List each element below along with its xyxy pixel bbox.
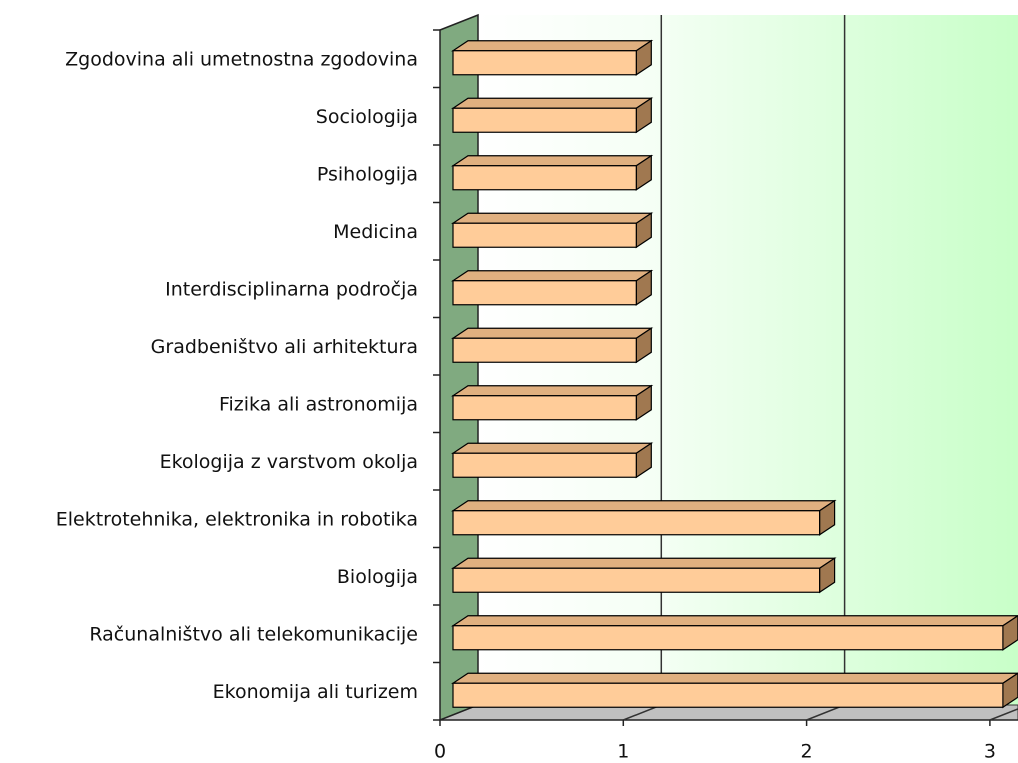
bar (452, 50, 637, 76)
bar (452, 165, 637, 191)
bar (452, 682, 1004, 708)
bar-top (451, 97, 654, 109)
bar-top (451, 500, 837, 512)
bar (452, 452, 637, 478)
bar-top (451, 212, 654, 224)
bar-top (451, 672, 1018, 684)
bar-top (451, 155, 654, 167)
grid-line (989, 708, 1018, 721)
x-tick-label: 1 (617, 741, 629, 763)
bar-top (451, 442, 654, 454)
bar-top (451, 327, 654, 339)
bar (452, 337, 637, 363)
x-tick-label: 3 (984, 741, 996, 763)
bar-top (451, 385, 654, 397)
x-tick-label: 2 (801, 741, 813, 763)
bar-top (451, 615, 1018, 627)
bar (452, 567, 821, 593)
bar-top (451, 557, 837, 569)
bar-top (451, 270, 654, 282)
y-tick-label: Gradbeništvo ali arhitektura (151, 336, 418, 358)
bar (452, 395, 637, 421)
y-tick-label: Ekologija z varstvom okolja (160, 451, 418, 473)
bar (452, 280, 637, 306)
bar (452, 510, 821, 536)
y-tick-label: Računalništvo ali telekomunikacije (89, 623, 418, 645)
y-tick-label: Biologija (337, 566, 418, 588)
bar (452, 222, 637, 248)
bar-top (451, 40, 654, 52)
y-tick-label: Medicina (333, 221, 418, 243)
y-tick-label: Interdisciplinarna področja (165, 278, 418, 300)
y-tick-label: Elektrotehnika, elektronika in robotika (56, 508, 418, 530)
y-tick-label: Fizika ali astronomija (219, 393, 418, 415)
y-tick-label: Ekonomija ali turizem (213, 681, 418, 703)
x-tick-label: 0 (434, 741, 446, 763)
y-tick-label: Sociologija (316, 106, 418, 128)
y-tick-label: Zgodovina ali umetnostna zgodovina (65, 48, 418, 70)
bar (452, 107, 637, 133)
y-tick-label: Psihologija (317, 163, 418, 185)
bar (452, 625, 1004, 651)
